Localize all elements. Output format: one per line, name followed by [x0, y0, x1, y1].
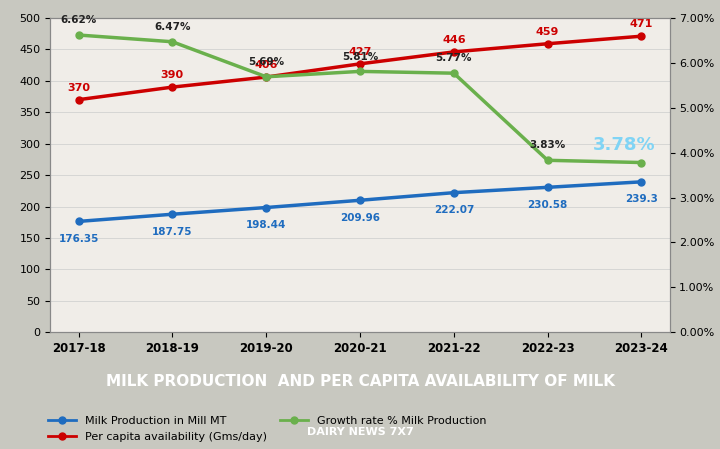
- Text: 446: 446: [442, 35, 466, 45]
- Text: 459: 459: [536, 27, 559, 37]
- Text: 198.44: 198.44: [246, 220, 287, 230]
- Text: DAIRY NEWS 7X7: DAIRY NEWS 7X7: [307, 427, 413, 437]
- Text: 3.78%: 3.78%: [593, 136, 656, 154]
- Text: 406: 406: [254, 60, 278, 70]
- Text: 390: 390: [161, 70, 184, 80]
- Text: 6.62%: 6.62%: [60, 15, 96, 25]
- Text: 5.81%: 5.81%: [342, 52, 378, 62]
- Text: 427: 427: [348, 47, 372, 57]
- Text: MILK PRODUCTION  AND PER CAPITA AVAILABILITY OF MILK: MILK PRODUCTION AND PER CAPITA AVAILABIL…: [106, 374, 614, 389]
- Text: 6.47%: 6.47%: [154, 22, 191, 32]
- Text: 239.3: 239.3: [625, 194, 658, 204]
- Text: 176.35: 176.35: [58, 234, 99, 244]
- Text: 187.75: 187.75: [152, 227, 193, 237]
- Text: 3.83%: 3.83%: [529, 141, 566, 150]
- Legend: Milk Production in Mill MT, Per capita availability (Gms/day), Growth rate % Mil: Milk Production in Mill MT, Per capita a…: [44, 412, 490, 446]
- Text: 471: 471: [630, 19, 653, 29]
- Text: 370: 370: [67, 83, 90, 93]
- Text: 230.58: 230.58: [528, 200, 568, 210]
- Text: 5.69%: 5.69%: [248, 57, 284, 67]
- Text: 222.07: 222.07: [433, 205, 474, 215]
- Text: 5.77%: 5.77%: [436, 53, 472, 63]
- Text: 209.96: 209.96: [340, 213, 380, 223]
